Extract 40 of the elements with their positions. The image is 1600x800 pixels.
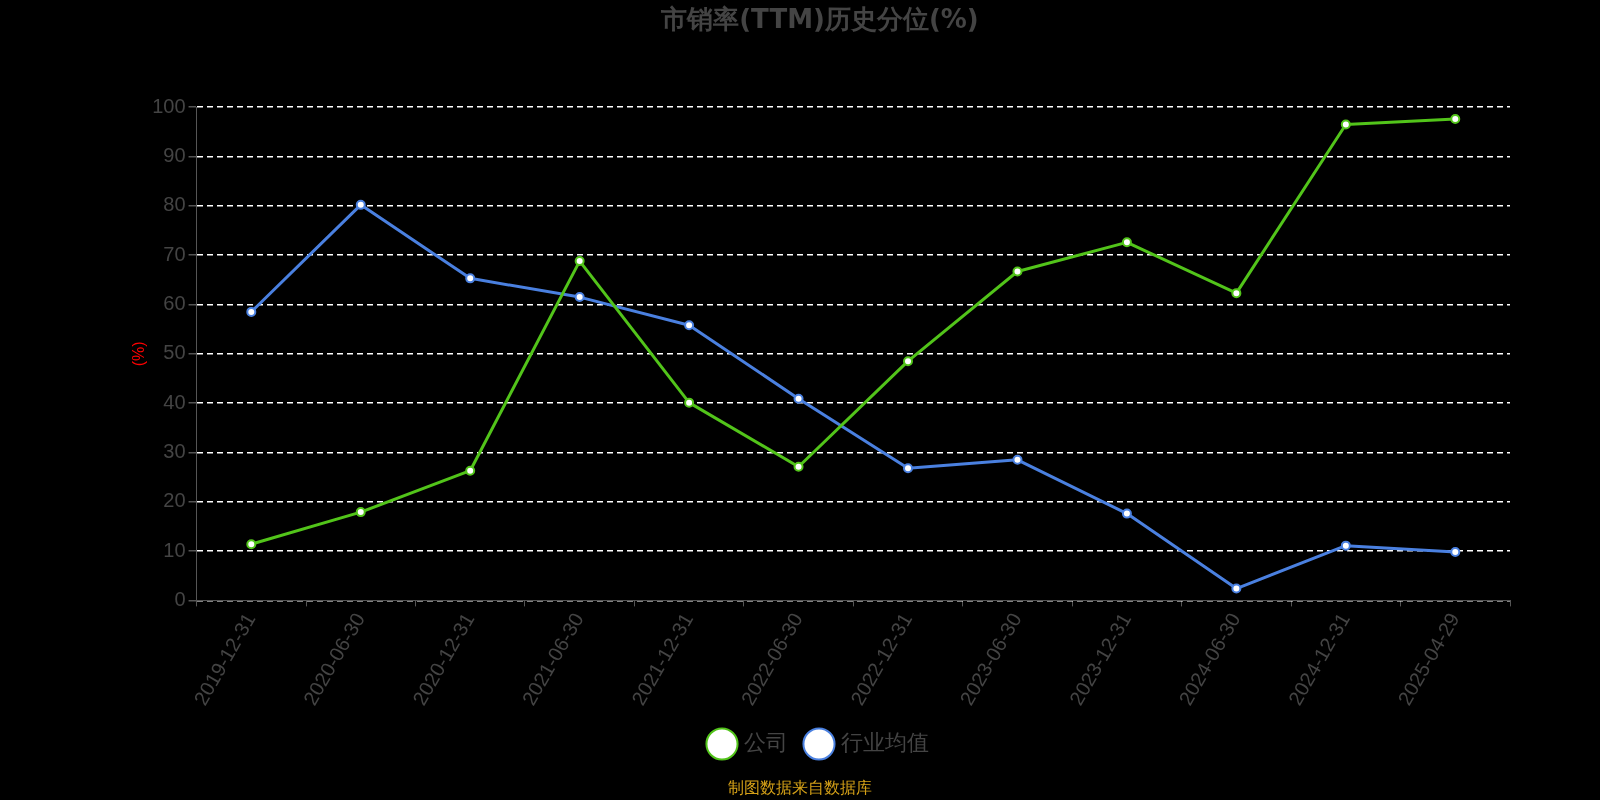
y-axis-title: (%) [130,341,148,367]
legend-label: 行业均值 [841,729,929,755]
point [574,256,585,267]
point [1450,114,1461,125]
point [574,292,585,303]
y-tick-label: 40 [163,390,186,413]
point [1340,540,1351,551]
legend-label: 公司 [744,729,788,755]
y-tick-label: 90 [163,144,186,167]
point [465,273,476,284]
y-tick-label: 60 [163,292,186,314]
point [903,356,914,367]
point [903,463,914,474]
y-tick-label: 20 [163,489,186,512]
point [793,393,804,404]
point [1231,288,1242,299]
point [1121,508,1132,519]
point [684,397,695,408]
point [355,199,366,210]
y-tick-label: 0 [174,587,186,610]
point [1121,237,1132,248]
point [1340,119,1351,130]
chart-title: 市销率(TTM)历史分位(%) [660,4,979,35]
point [793,461,804,472]
point [465,465,476,476]
point [246,539,257,550]
point [1450,547,1461,558]
y-tick-label: 100 [152,94,186,117]
point [246,306,257,317]
y-tick-label: 70 [163,242,186,265]
y-tick-label: 80 [163,193,186,216]
point [1231,583,1242,594]
y-tick-label: 30 [163,439,186,462]
point [684,320,695,331]
point [1012,454,1023,465]
text: 制图数据来自数据库 [727,778,873,798]
y-tick-label: 10 [163,538,186,561]
point [1012,266,1023,277]
y-tick-label: 50 [163,341,186,364]
point [355,507,366,518]
